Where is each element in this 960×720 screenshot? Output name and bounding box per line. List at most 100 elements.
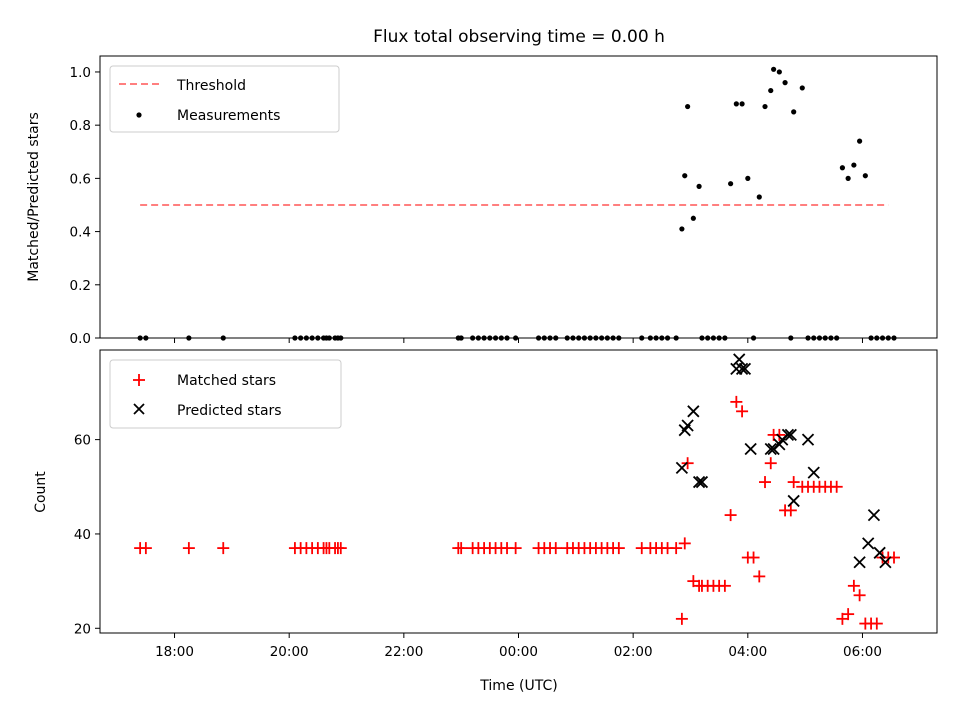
predicted-legend-label: Predicted stars [177, 403, 282, 419]
count-x-ticks: 18:00 20:00 22:00 00:00 02:00 04:00 06:00 [155, 633, 882, 660]
measurement-points [137, 66, 897, 341]
predicted-star-point [784, 428, 797, 442]
time-x-tick-label: 04:00 [728, 644, 767, 660]
ratio-y-tick-label: 0.6 [70, 171, 91, 187]
predicted-star-point [744, 442, 757, 456]
matched-star-point [853, 589, 866, 602]
matched-star-point [455, 542, 468, 555]
ratio-y-tick-label: 0.0 [70, 331, 91, 347]
measurement-point [581, 335, 588, 341]
measurement-point [716, 335, 722, 341]
matched-star-point [724, 509, 737, 522]
matched-star-point [747, 551, 760, 564]
measurement-point [816, 335, 823, 341]
measurements-legend-label: Measurements [177, 108, 280, 124]
predicted-star-point [692, 475, 706, 489]
measurement-point [739, 101, 745, 107]
predicted-star-point [687, 405, 700, 418]
matched-star-point [139, 542, 152, 555]
measurement-point [673, 335, 679, 341]
ratio-y-tick-label: 0.8 [70, 118, 91, 134]
measurement-point [857, 138, 863, 144]
matched-legend-label: Matched stars [177, 373, 276, 389]
measurement-point [834, 335, 840, 341]
measurement-point [599, 335, 605, 341]
ratio-y-tick-label: 1.0 [70, 65, 91, 81]
measurement-point [679, 226, 685, 232]
measurement-point [315, 335, 321, 341]
measurement-point [470, 335, 476, 341]
measurement-point [564, 335, 570, 341]
ratio-y-ticks: 0.0 0.2 0.4 0.6 0.8 1.0 [70, 65, 100, 347]
measurement-point [705, 335, 711, 341]
matched-star-point [830, 480, 843, 493]
measurement-point [593, 335, 599, 341]
measurement-point [839, 165, 846, 171]
measurement-point [587, 335, 593, 341]
measurement-point [750, 335, 757, 341]
measurement-point [782, 80, 788, 86]
ratio-y-axis-label: Matched/Predicted stars [26, 112, 42, 282]
time-x-tick-label: 02:00 [614, 644, 653, 660]
measurement-point [664, 335, 671, 341]
predicted-star-point [781, 428, 795, 442]
predicted-star-point [862, 537, 875, 550]
measurement-point [616, 335, 622, 341]
count-y-tick-label: 20 [74, 621, 91, 637]
count-y-tick-label: 60 [74, 433, 91, 449]
matched-star-point [509, 542, 522, 555]
matched-star-point [730, 395, 743, 408]
ratio-y-tick-label: 0.4 [70, 225, 91, 241]
measurement-point [458, 335, 464, 341]
measurement-point [298, 335, 304, 341]
matched-star-point [870, 617, 883, 630]
predicted-legend-swatch [133, 403, 145, 415]
time-x-axis-label: Time (UTC) [479, 678, 557, 694]
predicted-star-point [695, 475, 709, 489]
measurement-point [745, 175, 751, 181]
measurement-point [879, 335, 886, 341]
measurement-point [647, 335, 653, 341]
count-legend-box [109, 359, 342, 429]
measurement-point [762, 103, 768, 110]
matched-star-point [847, 579, 860, 592]
measurement-point [553, 335, 559, 341]
measurement-point [498, 335, 504, 341]
measurement-point [220, 335, 226, 341]
measurement-point [570, 335, 576, 341]
measurement-point [868, 335, 874, 341]
ratio-y-tick-label: 0.2 [70, 278, 91, 294]
measurement-point [309, 335, 315, 341]
measurement-point [492, 335, 499, 341]
predicted-star-point [879, 556, 892, 569]
matched-star-point [334, 542, 347, 555]
measurement-point [541, 335, 547, 341]
measurement-point [487, 335, 493, 341]
predicted-star-point [735, 362, 749, 376]
time-x-tick-label: 18:00 [155, 644, 194, 660]
time-x-tick-label: 06:00 [843, 644, 882, 660]
count-y-ticks: 20 40 60 [74, 433, 100, 637]
matched-star-point [612, 542, 625, 555]
measurement-point [799, 85, 805, 91]
measurement-point [143, 335, 149, 341]
measurement-point [756, 194, 762, 200]
measurement-point [733, 101, 739, 107]
predicted-star-point [873, 546, 886, 559]
matched-star-point [718, 579, 731, 592]
predicted-star-point [675, 461, 689, 475]
measurement-point [710, 335, 717, 341]
time-x-tick-label: 22:00 [384, 644, 423, 660]
measurement-point [788, 335, 794, 341]
measurement-point [659, 335, 665, 341]
measurement-point [513, 335, 519, 341]
measurement-point [699, 335, 705, 341]
matched-legend-swatch [133, 374, 145, 386]
measurement-point [186, 335, 192, 341]
matched-star-point [753, 570, 766, 583]
measurement-point [326, 335, 332, 341]
measurement-point [338, 335, 344, 341]
measurement-point [481, 335, 487, 341]
measurement-point [874, 335, 880, 341]
